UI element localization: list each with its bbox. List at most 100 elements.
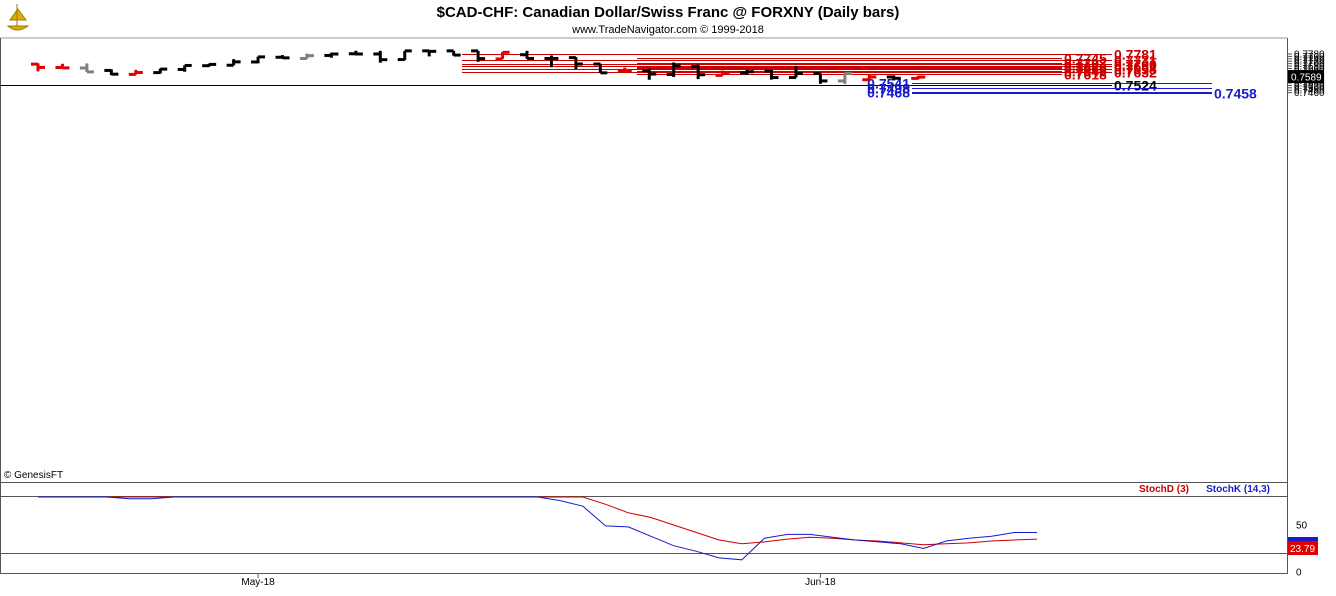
price-tick-label: 0.7460 — [1294, 88, 1325, 99]
ohlc-bar — [886, 75, 901, 81]
level-label: 0.7676 — [1064, 60, 1107, 76]
ohlc-bar — [862, 74, 877, 82]
level-line: 0.7682 — [462, 59, 1157, 75]
stoch-d-line — [38, 496, 1038, 546]
stoch-k-legend: StochK (14,3) — [1206, 484, 1270, 495]
last-price-tag: 0.7589 — [1288, 70, 1324, 84]
stoch-value-tag: 23.79 — [1288, 537, 1318, 555]
ohlc-bar — [153, 67, 168, 75]
ohlc-bar — [740, 69, 755, 75]
ohlc-bar — [544, 55, 559, 68]
ohlc-bar — [715, 70, 730, 77]
x-tick-label: Jun-18 — [805, 577, 836, 588]
ohlc-bar — [691, 64, 706, 80]
level-label: 0.7458 — [1214, 86, 1257, 102]
ohlc-bar — [495, 50, 510, 61]
price-tick-label: 0.7780 — [1294, 50, 1325, 61]
last-price-label: 0.7589 — [1291, 73, 1322, 84]
ohlc-bar — [104, 68, 119, 76]
price-tick-label: 0.7720 — [1294, 57, 1325, 68]
ohlc-bar — [373, 50, 388, 63]
price-bars — [31, 49, 926, 84]
level-line: 0.7731 — [462, 53, 1157, 69]
ohlc-bar — [177, 63, 192, 72]
level-label: 0.7524 — [1114, 78, 1157, 94]
stoch-d-legend: StochD (3) — [1139, 484, 1189, 495]
level-label: 0.7658 — [1114, 62, 1157, 78]
level-line: 0.7640 — [637, 64, 1107, 80]
chart-subtitle: www.TradeNavigator.com © 1999-2018 — [571, 24, 764, 36]
level-label: 0.7618 — [1064, 67, 1107, 83]
ohlc-bar — [397, 49, 412, 62]
chart-title: $CAD-CHF: Canadian Dollar/Swiss Franc @ … — [437, 4, 900, 21]
ohlc-bar — [79, 63, 94, 74]
ohlc-bar — [568, 56, 583, 70]
level-label: 0.7731 — [1114, 53, 1157, 69]
price-tick-label: 0.7660 — [1294, 64, 1325, 75]
level-label: 0.7781 — [1114, 47, 1157, 63]
ohlc-bar — [55, 63, 70, 70]
ohlc-bar — [666, 62, 681, 77]
level-line: 0.7703 — [637, 56, 1107, 72]
ohlc-bar — [764, 69, 779, 80]
price-tick-label: 0.7520 — [1294, 81, 1325, 92]
level-label: 0.7745 — [1064, 51, 1107, 67]
ohlc-bar — [202, 62, 217, 68]
ohlc-bar — [275, 55, 290, 60]
ohlc-bar — [617, 67, 632, 73]
ohlc-bar — [642, 68, 657, 80]
price-tick-label: 0.7680 — [1294, 62, 1325, 73]
stoch-k-line — [38, 496, 1037, 561]
watermark: © GenesisFT — [4, 470, 63, 481]
level-label: 0.7700 — [1114, 57, 1157, 73]
level-line: 0.7700 — [462, 57, 1157, 73]
level-line: 0.7745 — [637, 51, 1107, 67]
ohlc-bar — [837, 72, 852, 84]
ohlc-bar — [226, 59, 241, 67]
level-label: 0.7682 — [1114, 59, 1157, 75]
x-tick-label: May-18 — [241, 577, 275, 588]
level-line: 0.7632 — [462, 65, 1157, 81]
level-line: 0.7658 — [462, 62, 1157, 78]
level-label: 0.7498 — [867, 81, 910, 97]
stoch-value-label: 23.79 — [1290, 544, 1315, 555]
ohlc-bar — [128, 69, 143, 76]
stochastic-lines — [38, 496, 1038, 561]
ohlc-bar — [31, 62, 45, 72]
indicator-tick-label: 0 — [1296, 568, 1302, 579]
ohlc-bar — [911, 75, 926, 80]
level-label: 0.7632 — [1114, 65, 1157, 81]
level-line: 0.7498 — [867, 81, 1212, 97]
level-line: 0.7781 — [462, 47, 1157, 63]
indicator-axis-ticks: 50 0 — [0, 521, 1308, 579]
price-tick-label: 0.7700 — [1294, 59, 1325, 70]
x-axis-labels: May-18 Jun-18 — [241, 573, 836, 588]
ohlc-bar — [593, 62, 608, 75]
level-label: 0.7468 — [867, 85, 910, 101]
ohlc-bar — [788, 65, 803, 80]
ship-logo-icon — [6, 4, 30, 31]
ohlc-bar — [348, 50, 363, 56]
level-line: 0.7458 — [912, 86, 1257, 102]
ohlc-bar — [471, 49, 486, 62]
price-tick-label: 0.7740 — [1294, 54, 1325, 65]
ohlc-bar — [813, 72, 828, 84]
ohlc-bar — [324, 52, 339, 58]
indicator-tick-label: 50 — [1296, 521, 1308, 532]
ohlc-bar — [520, 50, 534, 60]
ohlc-bar — [446, 49, 461, 57]
price-tick-label: 0.7540 — [1294, 78, 1325, 89]
price-tick-label: 0.7500 — [1294, 83, 1325, 94]
level-label: 0.7703 — [1064, 56, 1107, 72]
level-label: 0.7640 — [1064, 64, 1107, 80]
level-line: 0.7676 — [637, 60, 1107, 76]
ohlc-bar — [251, 55, 266, 64]
price-tick-label: 0.7480 — [1294, 86, 1325, 97]
level-line: 0.7468 — [867, 85, 1212, 101]
ohlc-bar — [299, 53, 314, 60]
level-line: 0.7524 — [0, 78, 1157, 94]
ohlc-bar — [422, 49, 437, 57]
